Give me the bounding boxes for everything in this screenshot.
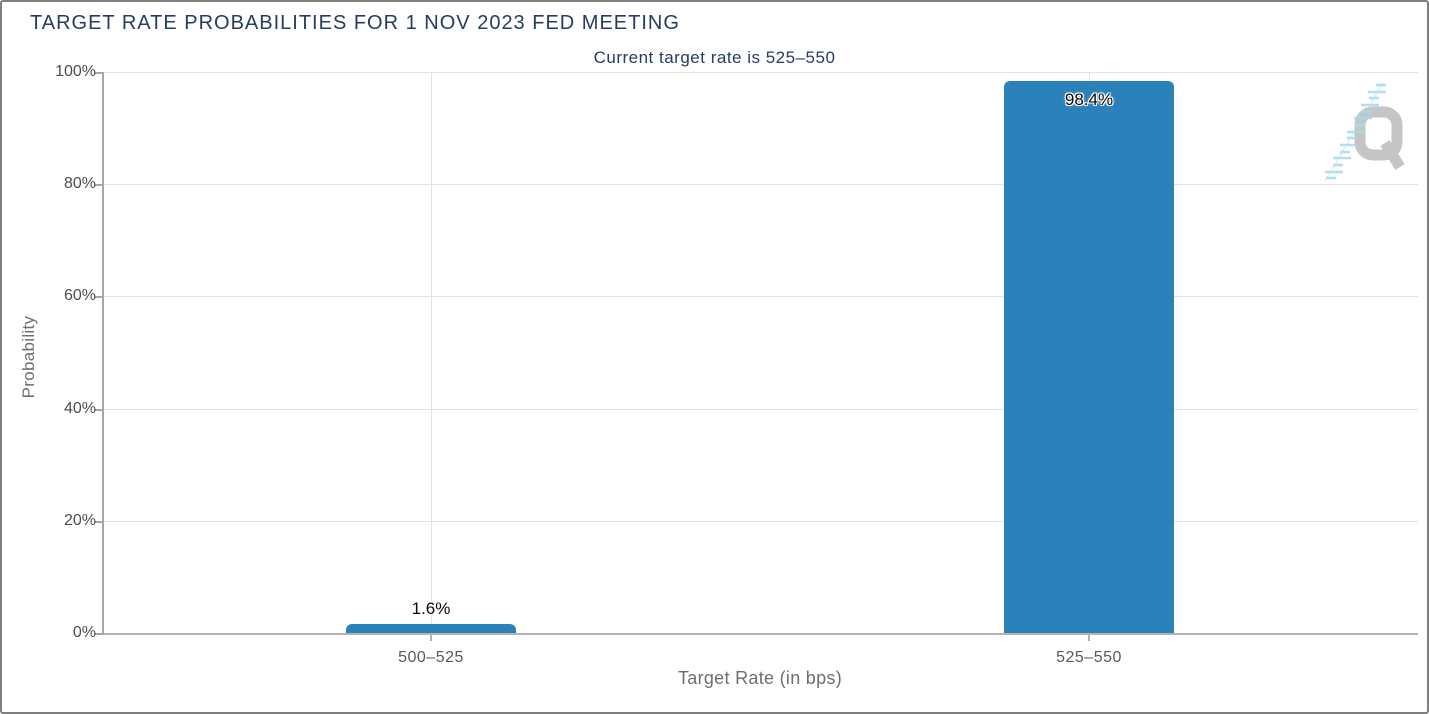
plot-area: 0% 20% 40% 60% 80% 100% 1.6% 500–525 98.4% 525–55… (55, 63, 1418, 666)
h-gridline (102, 72, 1418, 73)
y-axis-line (102, 72, 104, 635)
y-axis-tick (95, 72, 102, 74)
v-gridline (431, 72, 432, 633)
x-axis-line (102, 633, 1418, 635)
h-gridline (102, 521, 1418, 522)
y-axis-title: Probability (19, 315, 38, 399)
bar-value-label: 98.4% (1064, 90, 1114, 109)
y-axis-tick (95, 409, 102, 411)
y-tick-label: 20% (63, 512, 96, 529)
watermark-dashes (1324, 82, 1386, 182)
x-tick-label: 525–550 (1056, 649, 1122, 666)
h-gridline (102, 184, 1418, 185)
y-axis-tick (95, 521, 102, 523)
chart-subtitle: Current target rate is 525–550 (593, 48, 836, 67)
h-gridline (102, 409, 1418, 410)
y-tick-label: 60% (63, 287, 96, 304)
x-tick-label: 500–525 (398, 649, 464, 666)
watermark-q-logo (1324, 82, 1405, 182)
y-tick-label: 100% (55, 63, 96, 80)
y-tick-label: 0% (72, 624, 96, 641)
y-axis-tick (95, 184, 102, 186)
h-gridline (102, 296, 1418, 297)
chart-title: TARGET RATE PROBABILITIES FOR 1 NOV 2023… (30, 12, 680, 34)
y-axis-tick (95, 296, 102, 298)
bar-525-550 (1004, 81, 1174, 633)
bar-500-525 (346, 624, 516, 633)
bar-value-label: 1.6% (411, 599, 451, 618)
y-axis-tick (95, 633, 102, 635)
y-tick-label: 40% (63, 400, 96, 417)
x-axis-tick (1088, 635, 1090, 641)
x-axis-tick (430, 635, 432, 641)
watermark-q-letter (1354, 106, 1405, 170)
y-tick-label: 80% (63, 175, 96, 192)
x-axis-title: Target Rate (in bps) (677, 668, 843, 688)
